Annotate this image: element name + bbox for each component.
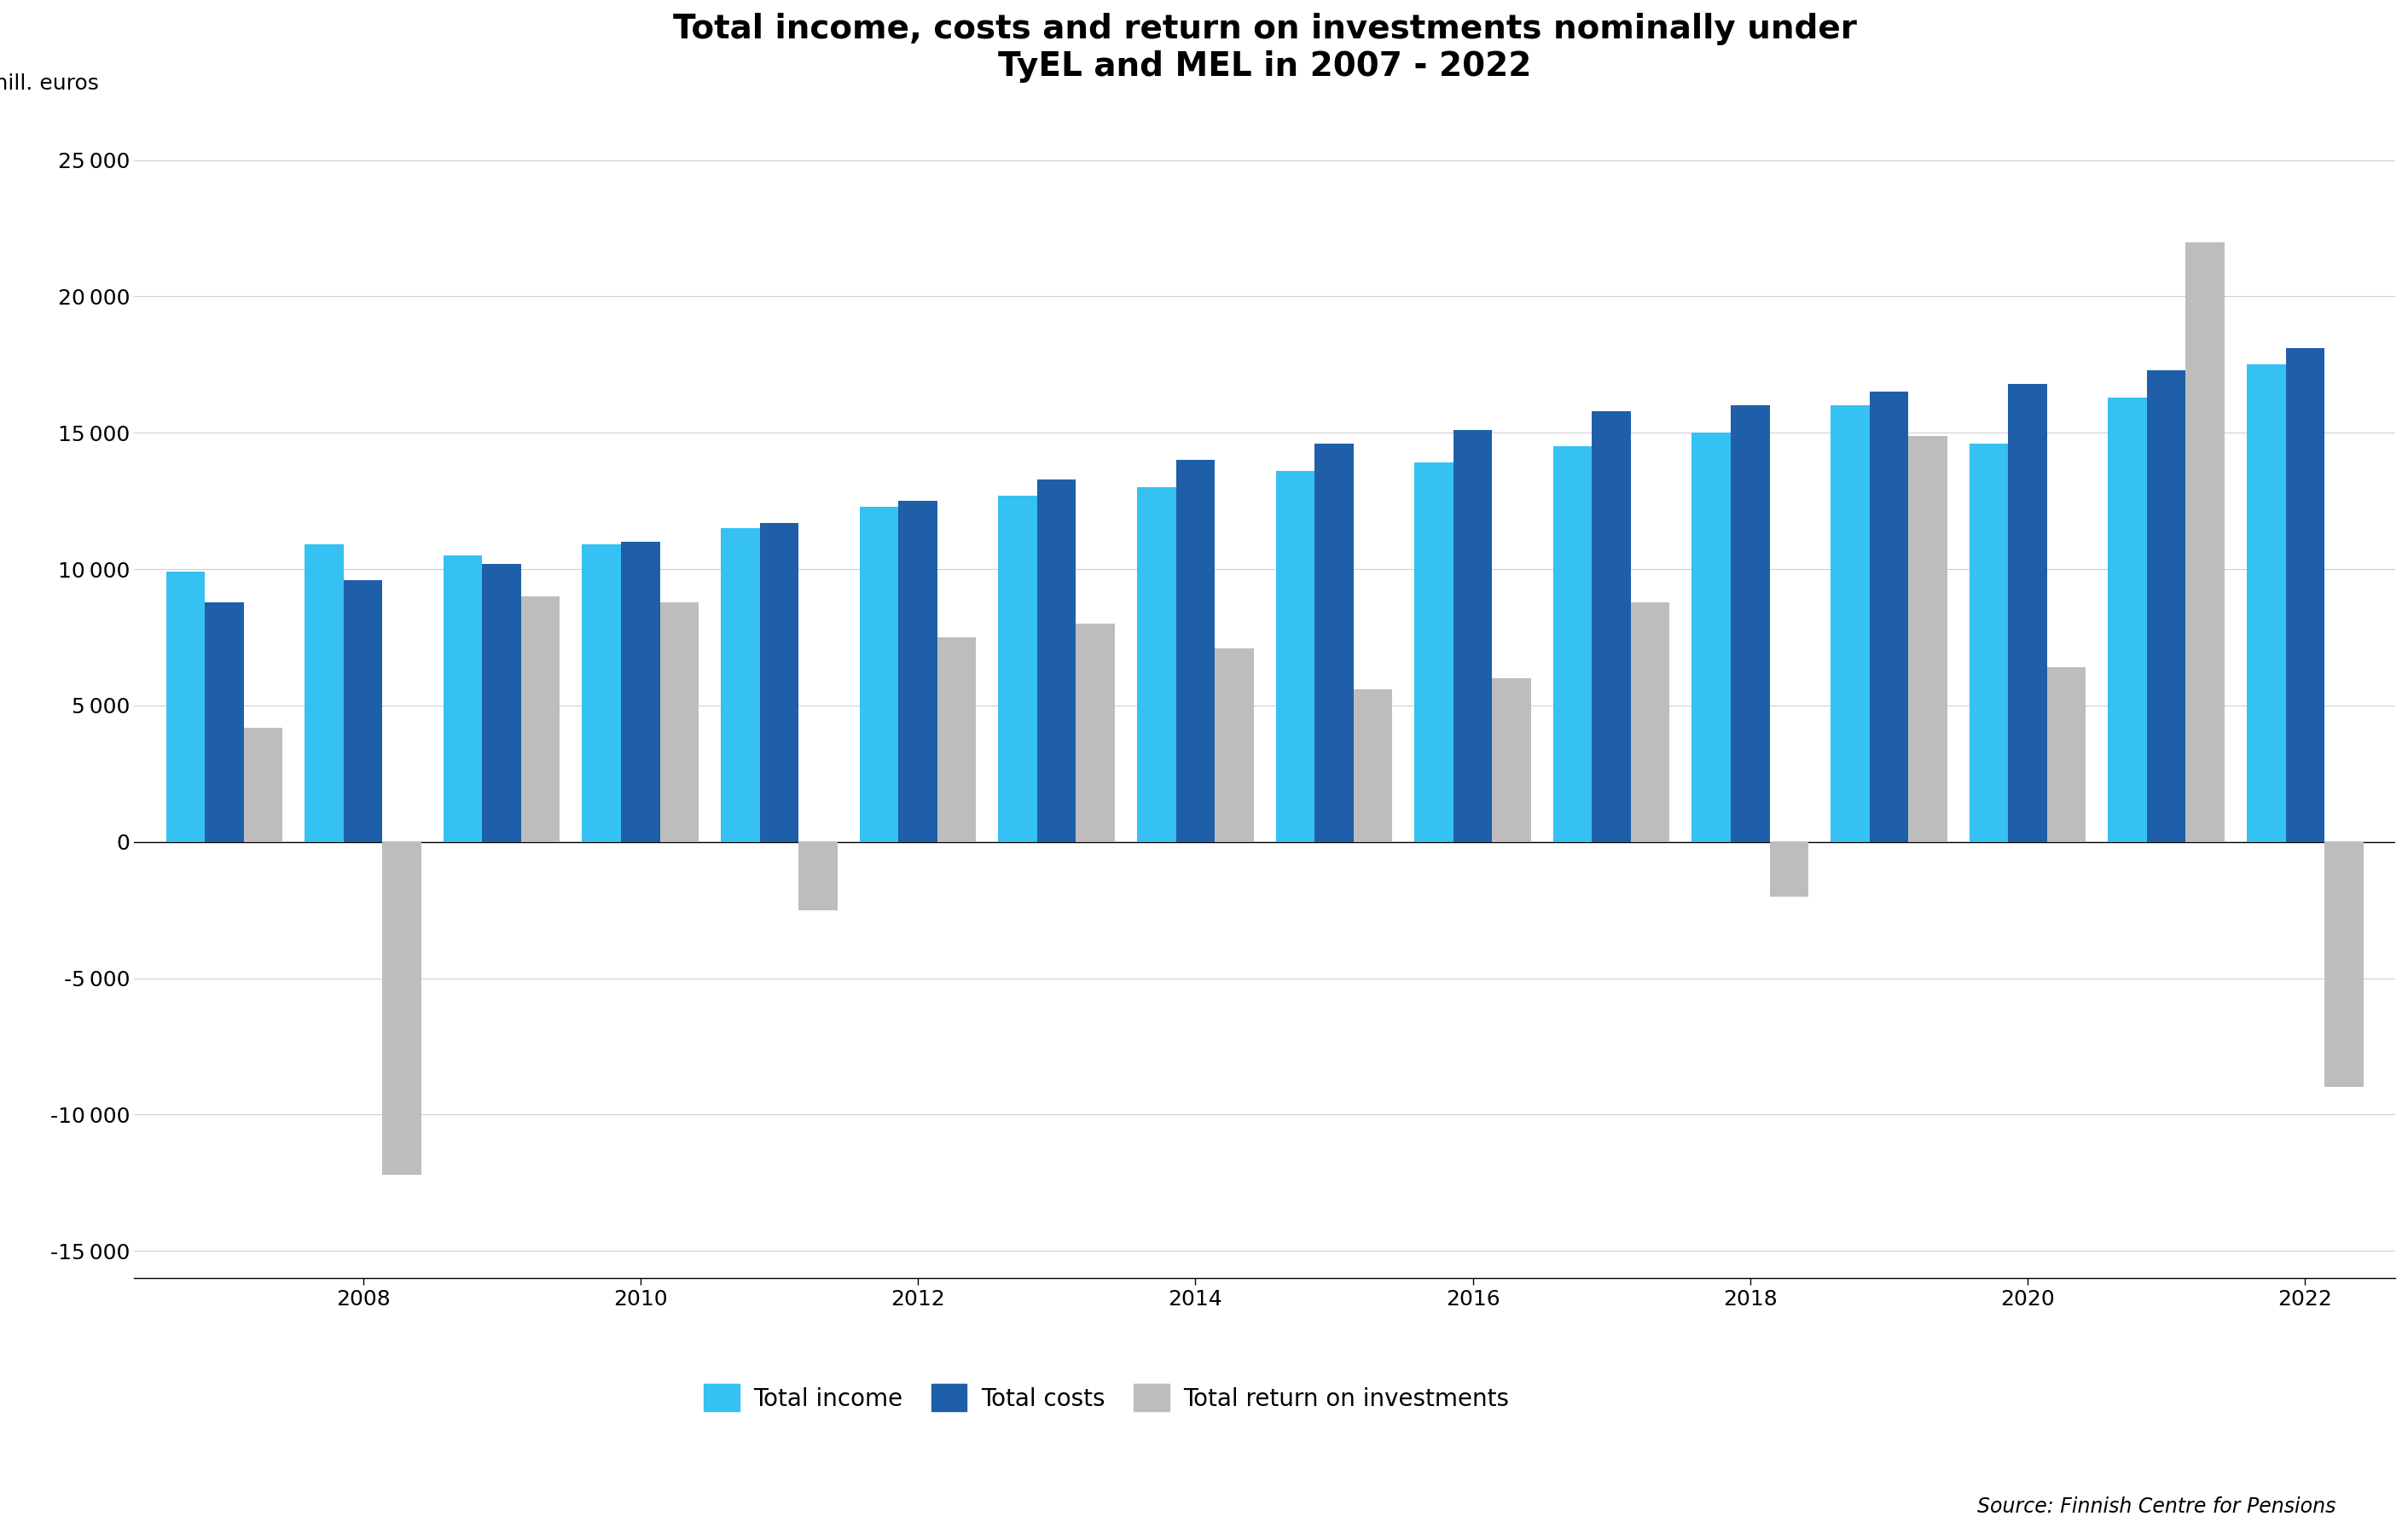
Bar — [2285, 348, 2324, 842]
Bar — [520, 596, 561, 842]
Bar — [1630, 602, 1669, 842]
Bar — [937, 637, 975, 842]
Bar — [660, 602, 698, 842]
Bar — [583, 544, 621, 842]
Bar — [1869, 391, 1907, 842]
Bar — [1175, 460, 1214, 842]
Bar — [1830, 405, 1869, 842]
Bar — [2107, 397, 2148, 842]
Bar — [443, 556, 482, 842]
Bar — [2008, 384, 2047, 842]
Bar — [1770, 842, 1808, 897]
Bar — [860, 506, 898, 842]
Bar — [306, 544, 344, 842]
Bar — [205, 602, 243, 842]
Bar — [2324, 842, 2362, 1088]
Bar — [1315, 443, 1353, 842]
Bar — [166, 571, 205, 842]
Bar — [1493, 678, 1531, 842]
Bar — [1592, 411, 1630, 842]
Bar — [344, 581, 383, 842]
Bar — [2186, 241, 2225, 842]
Bar — [1907, 435, 1948, 842]
Bar — [243, 727, 282, 842]
Bar — [898, 501, 937, 842]
Bar — [999, 495, 1038, 842]
Bar — [759, 523, 799, 842]
Bar — [482, 564, 520, 842]
Bar — [1353, 689, 1392, 842]
Bar — [2148, 370, 2186, 842]
Bar — [383, 842, 421, 1175]
Bar — [1970, 443, 2008, 842]
Bar — [1076, 623, 1115, 842]
Bar — [1553, 446, 1592, 842]
Bar — [1214, 648, 1255, 842]
Bar — [1731, 405, 1770, 842]
Bar — [1454, 429, 1493, 842]
Bar — [1276, 471, 1315, 842]
Bar — [2047, 668, 2085, 842]
Bar — [1693, 432, 1731, 842]
Bar — [1038, 480, 1076, 842]
Text: mill. euros: mill. euros — [0, 73, 99, 93]
Legend: Total income, Total costs, Total return on investments: Total income, Total costs, Total return … — [691, 1372, 1522, 1423]
Bar — [1137, 487, 1175, 842]
Title: Total income, costs and return on investments nominally under
TyEL and MEL in 20: Total income, costs and return on invest… — [672, 12, 1857, 83]
Text: Source: Finnish Centre for Pensions: Source: Finnish Centre for Pensions — [1977, 1496, 2336, 1517]
Bar — [621, 542, 660, 842]
Bar — [1413, 463, 1454, 842]
Bar — [2247, 365, 2285, 842]
Bar — [799, 842, 838, 911]
Bar — [720, 529, 759, 842]
